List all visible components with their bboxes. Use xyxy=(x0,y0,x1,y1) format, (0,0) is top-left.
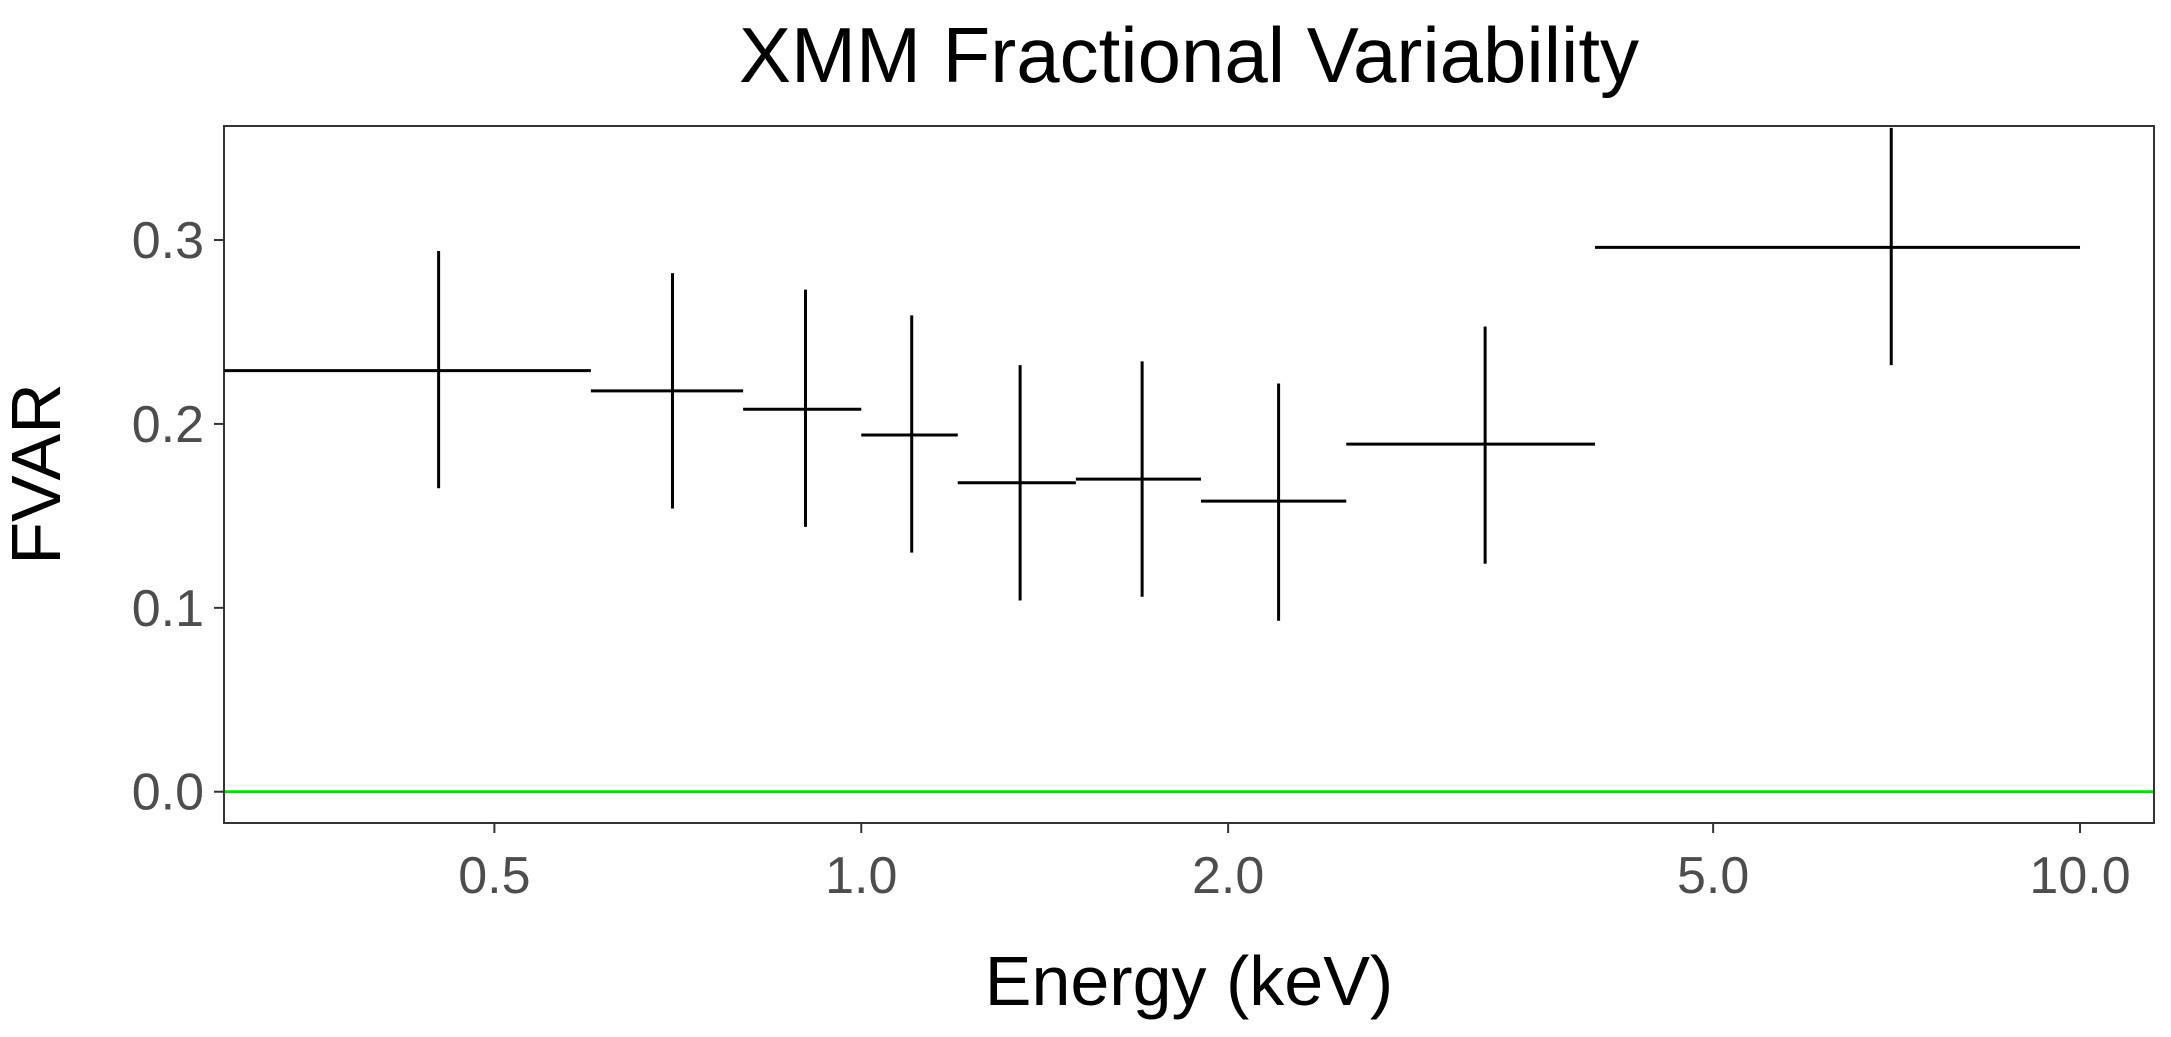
x-tick-label: 2.0 xyxy=(1192,847,1264,905)
x-tick-label: 1.0 xyxy=(825,847,897,905)
x-tick-label: 10.0 xyxy=(2029,847,2130,905)
data-point xyxy=(1200,383,1347,621)
y-tick-label: 0.3 xyxy=(132,212,204,270)
data-point xyxy=(1346,326,1596,564)
x-tick-label: 5.0 xyxy=(1677,847,1749,905)
x-axis-ticks: 0.5 1.0 2.0 5.0 10.0 xyxy=(458,823,2131,905)
data-point xyxy=(1595,127,2081,366)
data-point xyxy=(957,365,1076,601)
y-tick-label: 0.2 xyxy=(132,396,204,454)
chart-title: XMM Fractional Variability xyxy=(739,11,1639,99)
y-axis-ticks: 0.0 0.1 0.2 0.3 xyxy=(132,212,224,822)
y-tick-label: 0.0 xyxy=(132,764,204,822)
data-point xyxy=(1075,361,1201,597)
plot-frame xyxy=(223,125,2155,824)
data-points xyxy=(224,127,2081,621)
y-axis-title: FVAR xyxy=(0,383,75,565)
x-tick-label: 0.5 xyxy=(458,847,530,905)
y-tick-label: 0.1 xyxy=(132,580,204,638)
data-point xyxy=(743,289,862,527)
data-point xyxy=(224,251,591,489)
data-point xyxy=(861,315,958,553)
data-point xyxy=(590,273,744,509)
x-axis-title: Energy (keV) xyxy=(985,942,1393,1020)
